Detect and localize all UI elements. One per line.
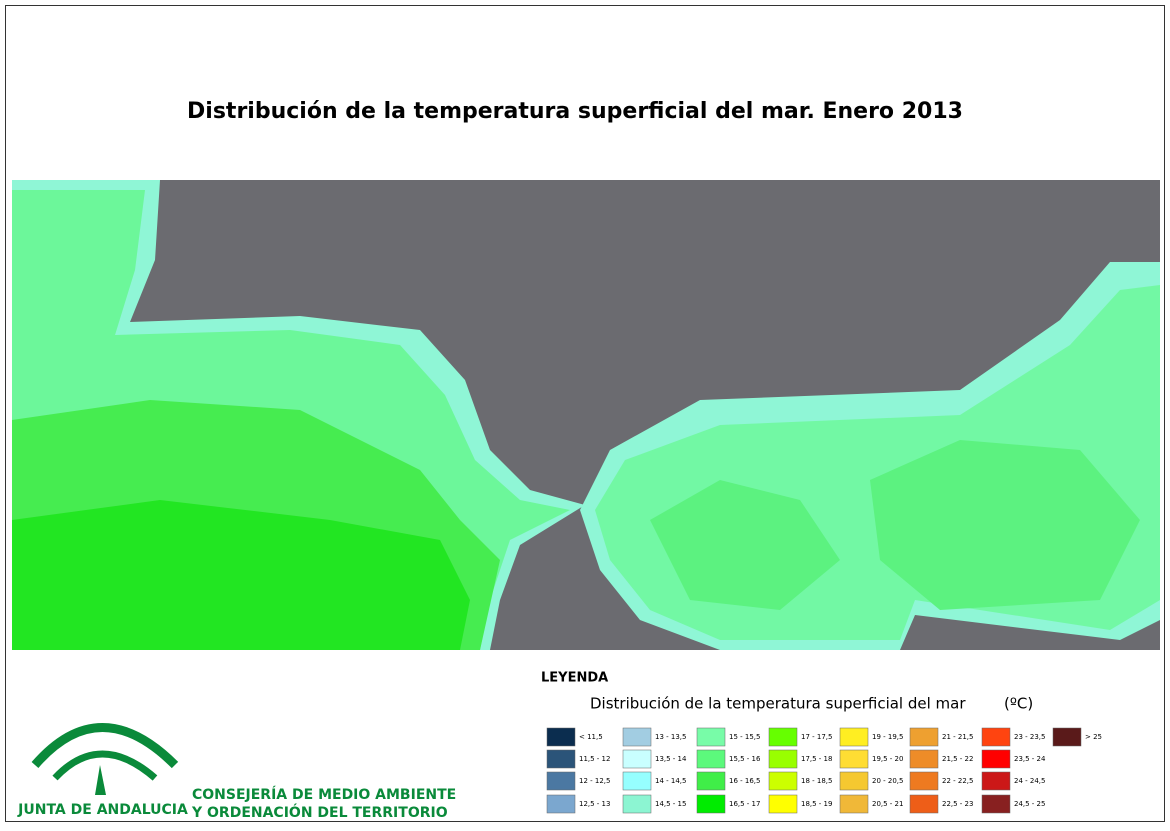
legend-swatch [1052, 727, 1082, 747]
legend-swatch [768, 727, 798, 747]
legend-swatch [839, 771, 869, 791]
legend-label: 20 - 20,5 [872, 777, 903, 785]
legend-label: 21,5 - 22 [942, 755, 973, 763]
legend-swatch [981, 749, 1011, 769]
legend-subtitle: Distribución de la temperatura superfici… [590, 695, 966, 713]
legend-label: 15,5 - 16 [729, 755, 761, 763]
legend-label: 18 - 18,5 [801, 777, 832, 785]
legend-label: 22,5 - 23 [942, 800, 973, 808]
legend-label: 23,5 - 24 [1014, 755, 1046, 763]
legend-label: 17,5 - 18 [801, 755, 832, 763]
legend-swatch [768, 749, 798, 769]
legend-swatch [909, 727, 939, 747]
legend-label: 20,5 - 21 [872, 800, 903, 808]
legend-label: 21 - 21,5 [942, 733, 973, 741]
legend-label: 13,5 - 14 [655, 755, 687, 763]
legend-swatch [622, 771, 652, 791]
org-line: CONSEJERÍA DE MEDIO AMBIENTE [192, 786, 456, 803]
legend-swatch [981, 727, 1011, 747]
logo [31, 723, 179, 795]
legend-unit: (ºC) [1004, 695, 1033, 713]
legend-swatch [839, 794, 869, 814]
legend-label: 16,5 - 17 [729, 800, 760, 808]
map [12, 180, 1160, 650]
legend-label: 12,5 - 13 [579, 800, 610, 808]
legend-swatch [696, 771, 726, 791]
legend-label: 11,5 - 12 [579, 755, 610, 763]
frame [5, 5, 1165, 822]
legend-swatch [768, 771, 798, 791]
legend-swatch [696, 794, 726, 814]
legend-label: 16 - 16,5 [729, 777, 760, 785]
legend-swatch [546, 771, 576, 791]
legend-label: 15 - 15,5 [729, 733, 760, 741]
legend-label: 13 - 13,5 [655, 733, 686, 741]
legend-swatch [909, 771, 939, 791]
legend-label: 24,5 - 25 [1014, 800, 1045, 808]
legend-swatch [622, 727, 652, 747]
atlantic-core [12, 500, 470, 650]
legend-label: 22 - 22,5 [942, 777, 973, 785]
legend-label: 19 - 19,5 [872, 733, 903, 741]
legend-label: 19,5 - 20 [872, 755, 903, 763]
legend-swatch [839, 749, 869, 769]
legend-label: 14 - 14,5 [655, 777, 686, 785]
legend-swatch [768, 794, 798, 814]
legend-swatch [696, 727, 726, 747]
legend-label: < 11,5 [579, 733, 603, 741]
legend-label: 12 - 12,5 [579, 777, 610, 785]
legend-swatch [546, 727, 576, 747]
legend-swatch [622, 794, 652, 814]
legend-swatch [839, 727, 869, 747]
legend-heading: LEYENDA [541, 671, 608, 686]
title: Distribución de la temperatura superfici… [187, 99, 963, 124]
legend-label: > 25 [1085, 733, 1102, 741]
legend-swatch [546, 749, 576, 769]
logo-text: JUNTA DE ANDALUCIA [17, 802, 188, 818]
med-warm-east [870, 440, 1140, 610]
legend-label: 17 - 17,5 [801, 733, 832, 741]
legend-label: 23 - 23,5 [1014, 733, 1045, 741]
legend-swatch [909, 749, 939, 769]
legend-label: 14,5 - 15 [655, 800, 686, 808]
legend-swatch [622, 749, 652, 769]
legend-swatch [981, 794, 1011, 814]
legend: < 11,5 11,5 - 12 12 - 12,5 12,5 - 13 13 - 13… [546, 727, 1102, 814]
legend-label: 18,5 - 19 [801, 800, 832, 808]
med-warm [650, 480, 840, 610]
legend-swatch [909, 794, 939, 814]
legend-swatch [546, 794, 576, 814]
legend-swatch [981, 771, 1011, 791]
legend-label: 24 - 24,5 [1014, 777, 1045, 785]
org-line: Y ORDENACIÓN DEL TERRITORIO [191, 803, 448, 821]
legend-swatch [696, 749, 726, 769]
